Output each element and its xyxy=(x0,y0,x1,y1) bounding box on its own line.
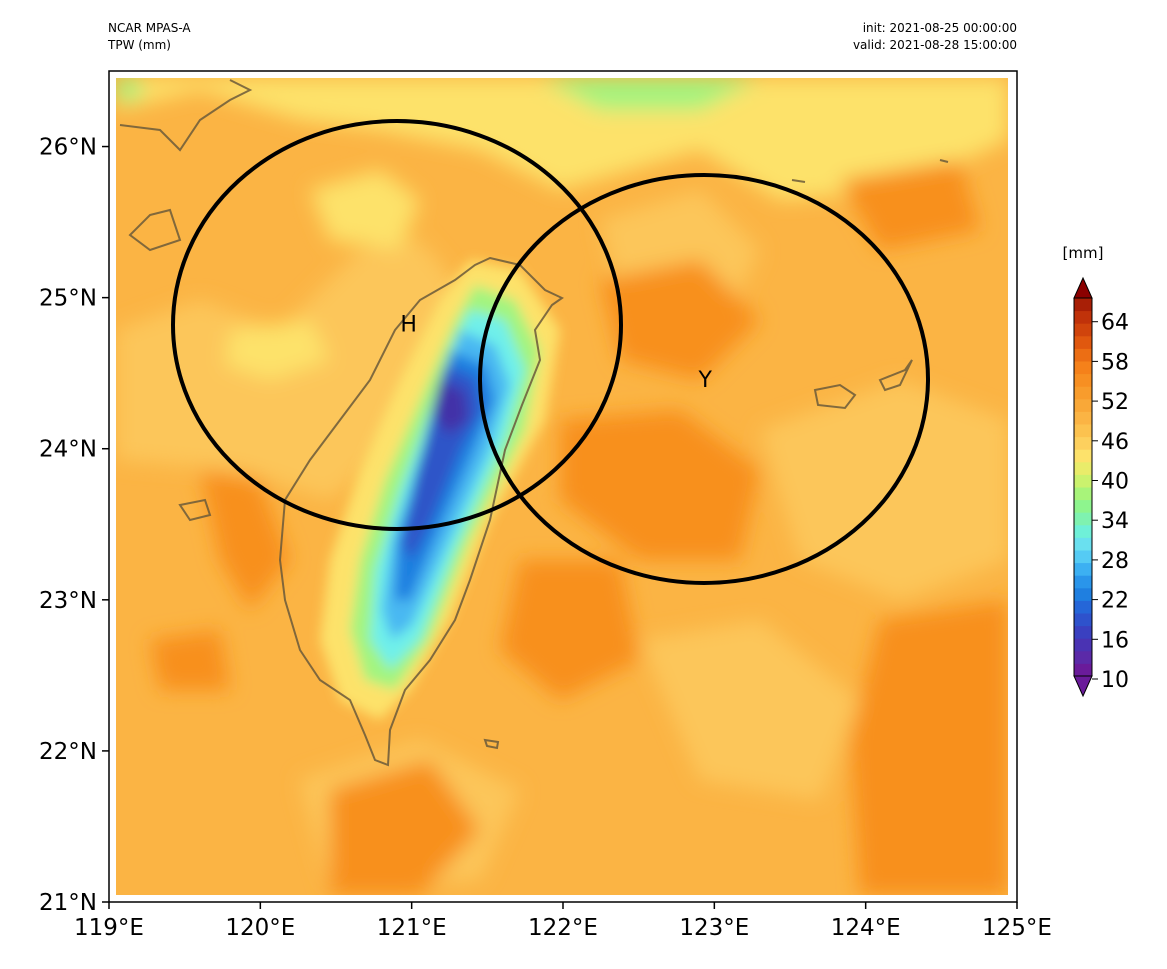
model-name: NCAR MPAS-A xyxy=(108,21,191,35)
lon-tick-label: 123°E xyxy=(679,915,749,941)
colorbar-band xyxy=(1074,323,1092,337)
coastline xyxy=(119,79,949,767)
lon-tick-label: 120°E xyxy=(225,915,295,941)
lon-tick-label: 122°E xyxy=(528,915,598,941)
colorbar-band xyxy=(1074,650,1092,664)
colorbar-band xyxy=(1074,348,1092,362)
colorbar-band xyxy=(1074,474,1092,488)
colorbar-label: 10 xyxy=(1101,668,1129,693)
init-time: init: 2021-08-25 00:00:00 xyxy=(862,21,1017,35)
lon-tick-label: 121°E xyxy=(377,915,447,941)
marker-h: H xyxy=(400,312,417,337)
colorbar-label: 58 xyxy=(1101,350,1129,375)
colorbar-band xyxy=(1074,600,1092,614)
colorbar-band xyxy=(1074,310,1092,324)
colorbar-band xyxy=(1074,361,1092,375)
lon-tick-label: 125°E xyxy=(982,915,1052,941)
colorbar-band xyxy=(1074,436,1092,450)
radius-circles xyxy=(171,119,930,585)
lon-tick-label: 124°E xyxy=(831,915,901,941)
colorbar-unit: [mm] xyxy=(1063,244,1104,262)
colorbar-band xyxy=(1074,550,1092,564)
colorbar-band xyxy=(1074,537,1092,551)
colorbar-band xyxy=(1074,335,1092,349)
colorbar-band xyxy=(1074,524,1092,538)
lat-tick-label: 24°N xyxy=(39,437,97,463)
colorbar-band xyxy=(1074,663,1092,677)
colorbar-band xyxy=(1074,487,1092,501)
colorbar: [mm] 10 16 22 28 34 40 46 52 58 64 xyxy=(1063,244,1129,698)
colorbar-band xyxy=(1074,512,1092,526)
colorbar-band xyxy=(1074,449,1092,463)
lat-tick-label: 26°N xyxy=(39,135,97,161)
colorbar-band xyxy=(1074,373,1092,387)
colorbar-label: 52 xyxy=(1101,390,1129,415)
figure-header-left: NCAR MPAS-A TPW (mm) xyxy=(108,20,191,54)
circle-h xyxy=(171,119,623,531)
colorbar-band xyxy=(1074,411,1092,425)
lat-tick-label: 23°N xyxy=(39,588,97,614)
colorbar-label: 22 xyxy=(1101,589,1129,614)
colorbar-extend-min xyxy=(1073,675,1093,698)
lon-axis: 119°E 120°E 121°E 122°E 123°E 124°E 125°E xyxy=(74,902,1052,941)
colorbar-label: 46 xyxy=(1101,430,1129,455)
colorbar-label: 64 xyxy=(1101,311,1129,336)
marker-y: Y xyxy=(698,368,713,393)
colorbar-band xyxy=(1074,461,1092,475)
colorbar-band xyxy=(1074,386,1092,400)
colorbar-band xyxy=(1074,499,1092,513)
colorbar-band xyxy=(1074,575,1092,589)
colorbar-band xyxy=(1074,298,1092,312)
colorbar-band xyxy=(1074,638,1092,652)
field-name: TPW (mm) xyxy=(108,38,171,52)
figure-header-right: init: 2021-08-25 00:00:00 valid: 2021-08… xyxy=(853,20,1017,54)
colorbar-label: 16 xyxy=(1101,628,1129,653)
lat-tick-label: 21°N xyxy=(39,890,97,916)
colorbar-label: 40 xyxy=(1101,470,1129,495)
colorbar-band xyxy=(1074,562,1092,576)
lat-tick-label: 25°N xyxy=(39,286,97,312)
valid-time: valid: 2021-08-28 15:00:00 xyxy=(852,38,1017,52)
colorbar-label: 28 xyxy=(1101,549,1129,574)
lat-axis: 21°N 22°N 23°N 24°N 25°N 26°N xyxy=(39,135,109,916)
colorbar-label: 34 xyxy=(1101,509,1129,534)
lon-tick-label: 119°E xyxy=(74,915,144,941)
circle-y xyxy=(478,173,930,585)
colorbar-band xyxy=(1074,398,1092,412)
colorbar-band xyxy=(1074,424,1092,438)
station-markers: HY xyxy=(400,312,712,393)
colorbar-frame xyxy=(1073,297,1093,677)
lat-tick-label: 22°N xyxy=(39,739,97,765)
colorbar-band xyxy=(1074,625,1092,639)
colorbar-band xyxy=(1074,613,1092,627)
colorbar-band xyxy=(1074,587,1092,601)
tpw-field xyxy=(116,78,1008,895)
colorbar-extend-max xyxy=(1073,276,1093,299)
